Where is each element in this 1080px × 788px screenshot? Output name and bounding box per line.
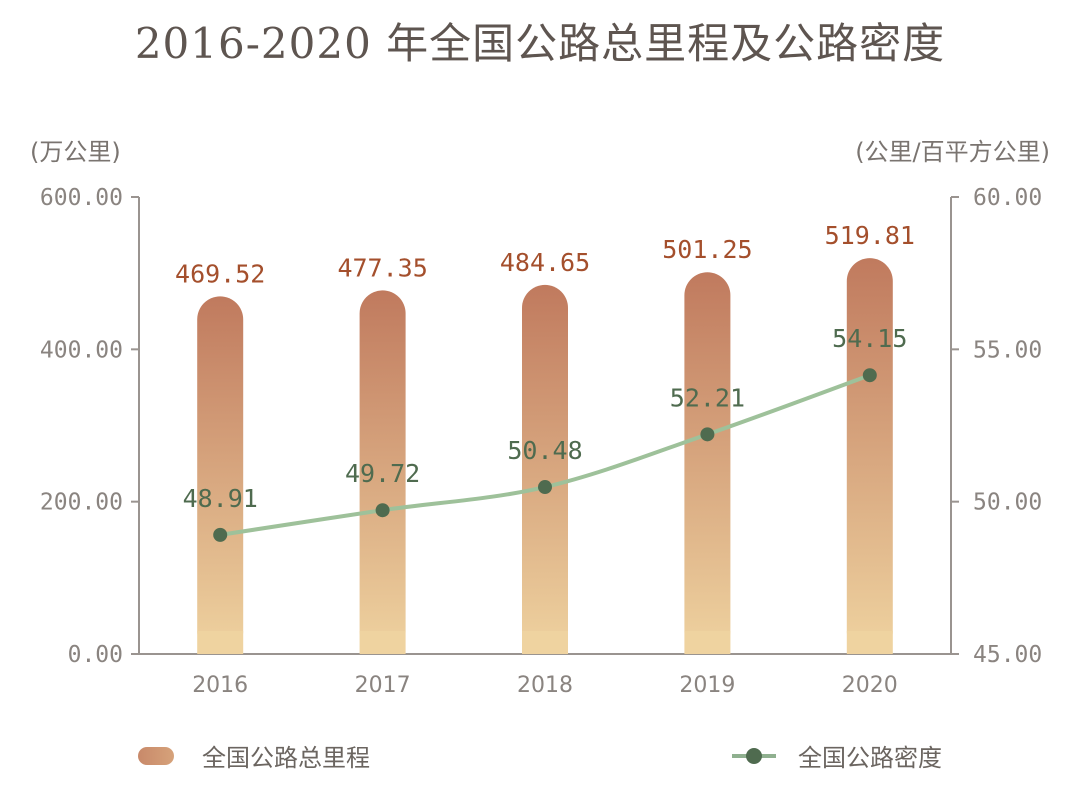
density-point (862, 368, 877, 383)
bar (197, 296, 244, 654)
x-tick-label: 2017 (355, 673, 411, 698)
density-point (375, 503, 390, 518)
legend-line-label: 全国公路密度 (798, 744, 942, 772)
x-tick-label: 2018 (517, 673, 573, 698)
chart-title: 2016-2020 年全国公路总里程及公路密度 (134, 19, 946, 68)
bar (846, 258, 893, 654)
bar-base (359, 631, 406, 654)
density-value-label: 50.48 (507, 436, 582, 465)
right-tick-label: 45.00 (973, 642, 1042, 668)
legend-bar-entry: 全国公路总里程 (138, 738, 370, 773)
bar-value-label: 501.25 (662, 235, 752, 264)
legend-line-entry: 全国公路密度 (732, 738, 942, 773)
right-tick-label: 50.00 (973, 490, 1042, 516)
density-point (213, 527, 228, 542)
left-axis-unit: (万公里) (30, 138, 121, 166)
density-value-label: 49.72 (345, 459, 420, 488)
density-value-label: 52.21 (670, 383, 745, 412)
bar-value-label: 484.65 (500, 248, 590, 277)
bar-base (522, 631, 568, 654)
bar-value-label: 519.81 (825, 221, 915, 250)
left-tick-label: 200.00 (40, 490, 123, 516)
legend-bar-label: 全国公路总里程 (202, 744, 370, 772)
x-tick-label: 2016 (192, 673, 248, 698)
bar-value-label: 469.52 (175, 259, 265, 288)
bar-value-label: 477.35 (337, 253, 427, 282)
bar (359, 290, 406, 654)
left-tick-label: 0.00 (68, 642, 123, 668)
density-value-label: 48.91 (183, 484, 258, 513)
bar (522, 284, 568, 654)
bar-base (684, 631, 731, 654)
bar-base (197, 631, 244, 654)
right-axis-unit: (公里/百平方公里) (855, 138, 1050, 166)
right-tick-label: 55.00 (973, 337, 1042, 363)
x-tick-label: 2020 (842, 673, 898, 698)
x-tick-label: 2019 (679, 673, 735, 698)
density-point (538, 480, 552, 495)
density-value-label: 54.15 (832, 324, 907, 353)
density-point (700, 427, 715, 442)
bar (684, 272, 731, 654)
bar-base (846, 631, 893, 654)
legend-bar-swatch (138, 746, 174, 765)
left-tick-label: 600.00 (40, 185, 123, 211)
left-tick-label: 400.00 (40, 337, 123, 363)
right-tick-label: 60.00 (973, 185, 1042, 211)
legend-line-swatch (732, 747, 776, 764)
